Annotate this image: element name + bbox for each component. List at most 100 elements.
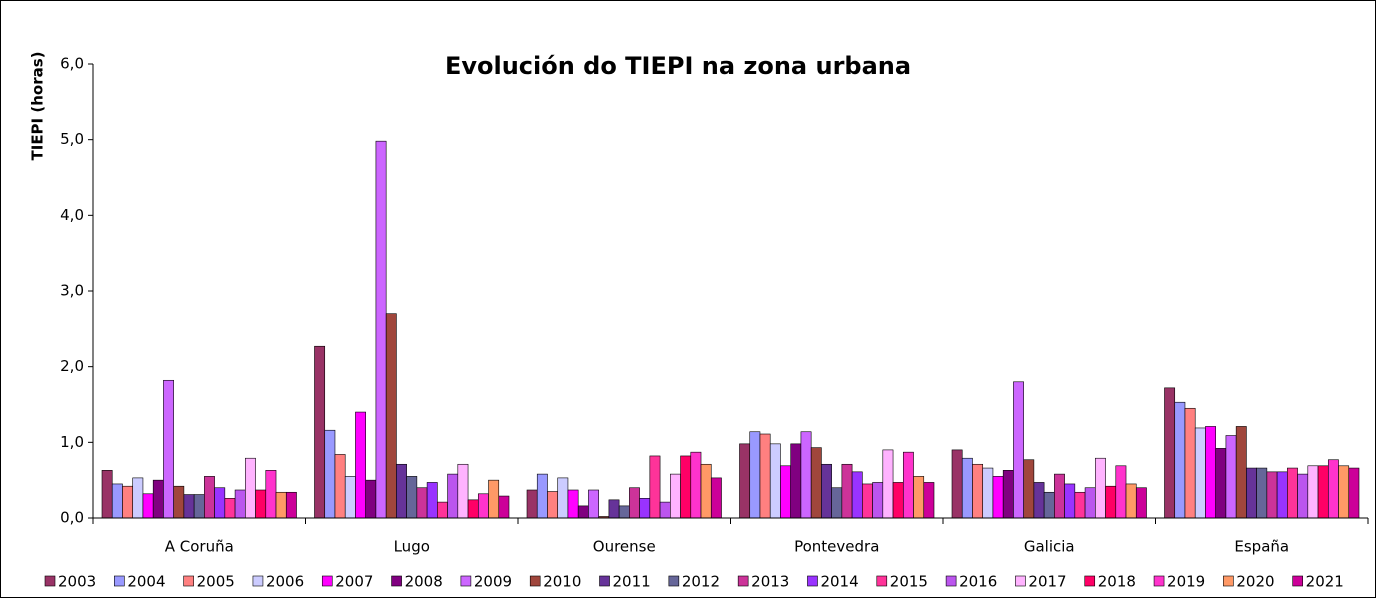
bar bbox=[385, 313, 397, 519]
y-tick-label: 1,0 bbox=[60, 433, 84, 451]
legend-label: 2014 bbox=[820, 573, 858, 591]
bar bbox=[769, 443, 781, 519]
bar bbox=[1074, 491, 1086, 519]
bar bbox=[1348, 467, 1360, 519]
y-tick-label: 6,0 bbox=[60, 55, 84, 73]
bar bbox=[314, 345, 326, 519]
legend-label: 2005 bbox=[197, 573, 235, 591]
bar bbox=[659, 501, 671, 519]
bar bbox=[498, 495, 510, 519]
bar bbox=[447, 473, 459, 519]
bar bbox=[193, 494, 205, 519]
bar bbox=[557, 477, 569, 519]
bar bbox=[437, 501, 448, 519]
bar bbox=[526, 489, 538, 519]
legend-label: 2004 bbox=[127, 573, 165, 591]
bar bbox=[1084, 487, 1096, 519]
y-tick-label: 2,0 bbox=[60, 357, 84, 375]
legend-swatch bbox=[114, 575, 125, 587]
bar bbox=[810, 447, 822, 519]
y-tick-label: 3,0 bbox=[60, 282, 84, 300]
bar bbox=[275, 491, 287, 519]
legend-swatch bbox=[599, 575, 610, 587]
bar bbox=[173, 485, 185, 519]
legend-label: 2019 bbox=[1167, 573, 1205, 591]
bar bbox=[700, 463, 712, 519]
legend-swatch bbox=[1084, 575, 1096, 587]
bar bbox=[567, 489, 579, 519]
bar bbox=[214, 487, 226, 519]
bar bbox=[690, 451, 702, 519]
bar bbox=[923, 482, 935, 519]
legend-label: 2007 bbox=[335, 573, 373, 591]
bar bbox=[1327, 459, 1339, 519]
bar bbox=[536, 473, 548, 519]
bar bbox=[204, 476, 215, 519]
bar bbox=[749, 431, 761, 519]
bar bbox=[1023, 459, 1035, 519]
legend-label: 2010 bbox=[543, 573, 581, 591]
bar bbox=[183, 494, 195, 519]
bar bbox=[334, 454, 346, 519]
bar bbox=[851, 471, 863, 519]
bar bbox=[902, 451, 914, 519]
bar bbox=[972, 463, 984, 519]
bar bbox=[285, 491, 297, 519]
legend-swatch bbox=[668, 575, 680, 587]
bar bbox=[1287, 467, 1298, 519]
bar bbox=[992, 476, 1004, 519]
bar bbox=[982, 467, 994, 519]
legend-swatch bbox=[183, 575, 194, 587]
bar bbox=[1297, 473, 1309, 519]
bar bbox=[759, 433, 771, 519]
legend-label: 2016 bbox=[959, 573, 997, 591]
bar bbox=[1115, 465, 1127, 519]
bar bbox=[1215, 448, 1227, 519]
x-tick-label: A Coruña bbox=[165, 538, 234, 556]
bar bbox=[1013, 381, 1024, 519]
bar bbox=[122, 485, 134, 519]
bar bbox=[670, 473, 681, 519]
bar bbox=[152, 479, 164, 519]
bar bbox=[416, 487, 428, 519]
bar bbox=[1194, 427, 1206, 519]
bar bbox=[780, 465, 791, 519]
legend-swatch bbox=[44, 575, 56, 587]
bar bbox=[841, 463, 853, 519]
legend-label: 2012 bbox=[682, 573, 720, 591]
bar bbox=[1338, 465, 1350, 519]
y-axis-title: TIEPI (horas) bbox=[29, 52, 47, 161]
bar bbox=[1317, 465, 1329, 519]
bar bbox=[588, 489, 599, 519]
legend-label: 2017 bbox=[1028, 573, 1066, 591]
legend-swatch bbox=[1153, 575, 1165, 587]
bar bbox=[265, 470, 277, 519]
bar bbox=[406, 476, 418, 519]
bar bbox=[1256, 467, 1268, 519]
bar bbox=[1276, 471, 1288, 519]
legend-swatch bbox=[252, 575, 264, 587]
legend-swatch bbox=[1292, 575, 1303, 587]
bar bbox=[132, 477, 144, 519]
bar bbox=[577, 505, 589, 519]
bar bbox=[344, 476, 356, 519]
legend-swatch bbox=[1015, 575, 1026, 587]
legend-label: 2009 bbox=[474, 573, 512, 591]
legend-label: 2006 bbox=[266, 573, 304, 591]
bar bbox=[467, 499, 479, 519]
bar bbox=[355, 411, 366, 519]
bar bbox=[608, 499, 620, 519]
bar bbox=[710, 477, 722, 519]
bar bbox=[396, 463, 407, 519]
bar bbox=[224, 498, 236, 519]
bar bbox=[245, 457, 256, 519]
bar bbox=[1135, 487, 1147, 519]
legend-swatch bbox=[807, 575, 818, 587]
legend-label: 2018 bbox=[1098, 573, 1136, 591]
bar bbox=[961, 457, 973, 519]
bar bbox=[547, 491, 559, 519]
legend-swatch bbox=[945, 575, 957, 587]
legend-label: 2003 bbox=[58, 573, 96, 591]
